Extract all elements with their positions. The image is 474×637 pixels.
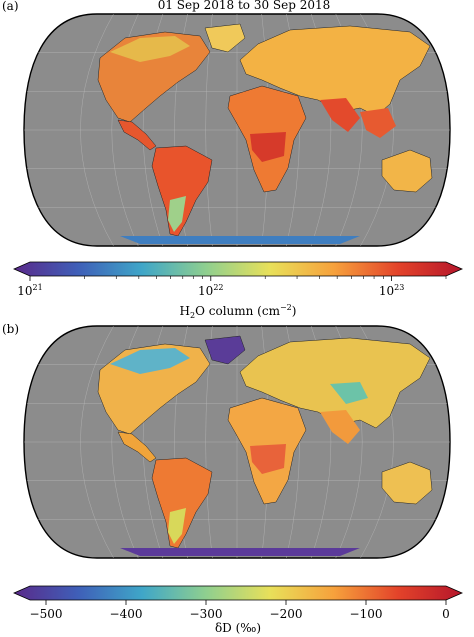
map-a-land — [24, 14, 450, 246]
tibet-b — [330, 382, 368, 404]
colorbar-b-tick-label: −200 — [270, 607, 303, 621]
panel-a-title: 01 Sep 2018 to 30 Sep 2018 — [158, 0, 331, 12]
south-asia-b — [320, 410, 360, 444]
colorbar-b-tick-label: −500 — [30, 607, 63, 621]
central-africa-b — [250, 444, 286, 474]
south-america-b — [151, 457, 213, 549]
south-asia-a — [320, 98, 360, 132]
colorbar-b-bar — [13, 585, 463, 601]
colorbar-b: −500 −400 −300 −200 −100 0 δD (‰) — [13, 585, 463, 635]
north-america-north-a — [110, 36, 190, 62]
colorbar-a: 1021 1022 1023 H2O column (cm−2) — [13, 261, 463, 320]
eurasia-b — [239, 337, 431, 429]
colorbar-b-tick-label: −100 — [350, 607, 383, 621]
north-america-north-b — [110, 348, 190, 374]
colorbar-b-ticks: −500 −400 −300 −200 −100 0 — [30, 600, 450, 621]
greenland-b — [204, 335, 246, 365]
colorbar-a-tick-label: 1021 — [17, 283, 42, 298]
world-map-a — [23, 13, 451, 247]
southeast-asia-a — [360, 108, 396, 138]
panel-a-label: (a) — [2, 0, 19, 13]
world-map-b — [23, 325, 451, 559]
colorbar-a-label: H2O column (cm−2) — [180, 303, 297, 320]
south-america-a — [151, 145, 213, 237]
panel-b-label: (b) — [2, 322, 19, 336]
antarctica-a — [120, 236, 360, 244]
antarctica-b — [120, 548, 360, 556]
colorbar-a-ticks: 1021 1022 1023 — [17, 276, 447, 298]
central-america-b — [117, 431, 157, 463]
australia-b — [381, 461, 433, 505]
colorbar-b-tick-label: 0 — [442, 607, 450, 621]
south-america-south-a — [168, 196, 186, 232]
central-africa-a — [250, 132, 286, 162]
south-america-south-b — [168, 508, 186, 544]
colorbar-a-tick-label: 1023 — [379, 283, 404, 298]
central-america-a — [117, 119, 157, 151]
colorbar-b-label: δD (‰) — [215, 621, 261, 635]
australia-a — [381, 149, 433, 193]
colorbar-a-tick-label: 1022 — [198, 283, 223, 298]
colorbar-b-tick-label: −400 — [110, 607, 143, 621]
greenland-a — [204, 23, 246, 53]
map-b-land — [24, 326, 450, 558]
colorbar-b-tick-label: −300 — [190, 607, 223, 621]
colorbar-a-bar — [13, 261, 463, 277]
